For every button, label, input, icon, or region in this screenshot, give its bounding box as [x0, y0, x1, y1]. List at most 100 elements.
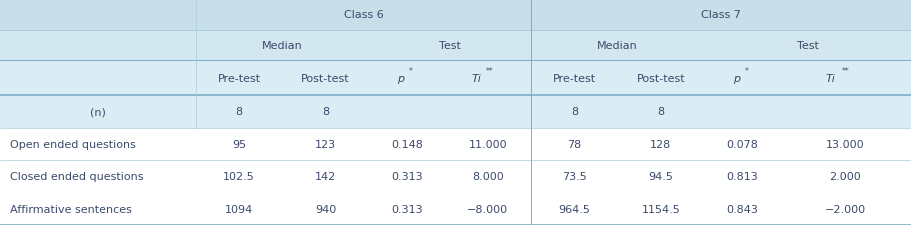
Bar	[196, 96, 282, 128]
Text: Open ended questions: Open ended questions	[10, 139, 136, 149]
Text: Affirmative sentences: Affirmative sentences	[10, 204, 132, 214]
Bar	[704, 30, 911, 61]
Bar	[618, 160, 704, 193]
Text: 8: 8	[322, 107, 329, 117]
Bar	[531, 0, 911, 30]
Text: 8.000: 8.000	[472, 171, 504, 182]
Text: Median: Median	[262, 40, 302, 51]
Bar	[780, 193, 911, 225]
Text: *: *	[744, 67, 748, 76]
Text: p: p	[397, 73, 404, 83]
Text: 2.000: 2.000	[830, 171, 861, 182]
Bar	[196, 30, 369, 61]
Bar	[0, 61, 196, 96]
Text: 0.078: 0.078	[726, 139, 758, 149]
Text: 0.313: 0.313	[391, 204, 423, 214]
Text: Test: Test	[439, 40, 461, 51]
Bar	[780, 160, 911, 193]
Text: Post-test: Post-test	[637, 73, 685, 83]
Bar	[780, 61, 911, 96]
Bar	[618, 61, 704, 96]
Bar	[0, 193, 196, 225]
Bar	[0, 30, 196, 61]
Bar	[531, 193, 618, 225]
Text: 142: 142	[315, 171, 336, 182]
Text: 102.5: 102.5	[223, 171, 255, 182]
Text: 1154.5: 1154.5	[641, 204, 681, 214]
Text: Median: Median	[598, 40, 638, 51]
Text: Ti: Ti	[825, 73, 834, 83]
Text: **: **	[842, 67, 849, 76]
Text: Closed ended questions: Closed ended questions	[10, 171, 143, 182]
Bar	[282, 128, 369, 160]
Bar	[369, 128, 445, 160]
Text: 964.5: 964.5	[558, 204, 590, 214]
Bar	[282, 160, 369, 193]
Text: Class 7: Class 7	[701, 10, 741, 20]
Bar	[445, 128, 531, 160]
Text: −2.000: −2.000	[824, 204, 866, 214]
Bar	[445, 96, 531, 128]
Bar	[196, 160, 282, 193]
Text: Post-test: Post-test	[302, 73, 350, 83]
Text: 78: 78	[568, 139, 581, 149]
Text: 95: 95	[232, 139, 246, 149]
Bar	[0, 128, 196, 160]
Bar	[531, 61, 618, 96]
Bar	[0, 0, 196, 30]
Bar	[780, 96, 911, 128]
Bar	[445, 160, 531, 193]
Text: 0.148: 0.148	[391, 139, 423, 149]
Bar	[196, 61, 282, 96]
Bar	[0, 96, 196, 128]
Text: 8: 8	[236, 107, 242, 117]
Bar	[531, 128, 618, 160]
Text: Pre-test: Pre-test	[218, 73, 261, 83]
Bar	[445, 193, 531, 225]
Text: 0.313: 0.313	[391, 171, 423, 182]
Text: p: p	[732, 73, 740, 83]
Bar	[282, 193, 369, 225]
Bar	[369, 61, 445, 96]
Bar	[282, 61, 369, 96]
Text: 11.000: 11.000	[468, 139, 507, 149]
Bar	[369, 30, 531, 61]
Text: 13.000: 13.000	[826, 139, 865, 149]
Bar	[704, 193, 780, 225]
Bar	[0, 160, 196, 193]
Text: 1094: 1094	[225, 204, 253, 214]
Bar	[282, 96, 369, 128]
Text: Test: Test	[796, 40, 819, 51]
Bar	[531, 160, 618, 193]
Text: **: **	[486, 67, 493, 76]
Bar	[704, 128, 780, 160]
Bar	[618, 128, 704, 160]
Bar	[618, 193, 704, 225]
Text: 8: 8	[658, 107, 664, 117]
Bar	[531, 96, 618, 128]
Text: 8: 8	[571, 107, 578, 117]
Bar	[780, 128, 911, 160]
Bar	[618, 96, 704, 128]
Text: 0.813: 0.813	[726, 171, 758, 182]
Bar	[445, 61, 531, 96]
Text: 940: 940	[315, 204, 336, 214]
Bar	[196, 128, 282, 160]
Bar	[369, 193, 445, 225]
Text: (n): (n)	[90, 107, 106, 117]
Text: 128: 128	[650, 139, 671, 149]
Bar	[369, 96, 445, 128]
Bar	[369, 160, 445, 193]
Bar	[196, 0, 531, 30]
Text: 123: 123	[315, 139, 336, 149]
Text: Pre-test: Pre-test	[553, 73, 596, 83]
Text: *: *	[409, 67, 413, 76]
Text: 94.5: 94.5	[649, 171, 673, 182]
Bar	[704, 96, 780, 128]
Text: 0.843: 0.843	[726, 204, 758, 214]
Text: Class 6: Class 6	[343, 10, 384, 20]
Text: Ti: Ti	[471, 73, 481, 83]
Bar	[704, 61, 780, 96]
Text: 73.5: 73.5	[562, 171, 587, 182]
Bar	[531, 30, 704, 61]
